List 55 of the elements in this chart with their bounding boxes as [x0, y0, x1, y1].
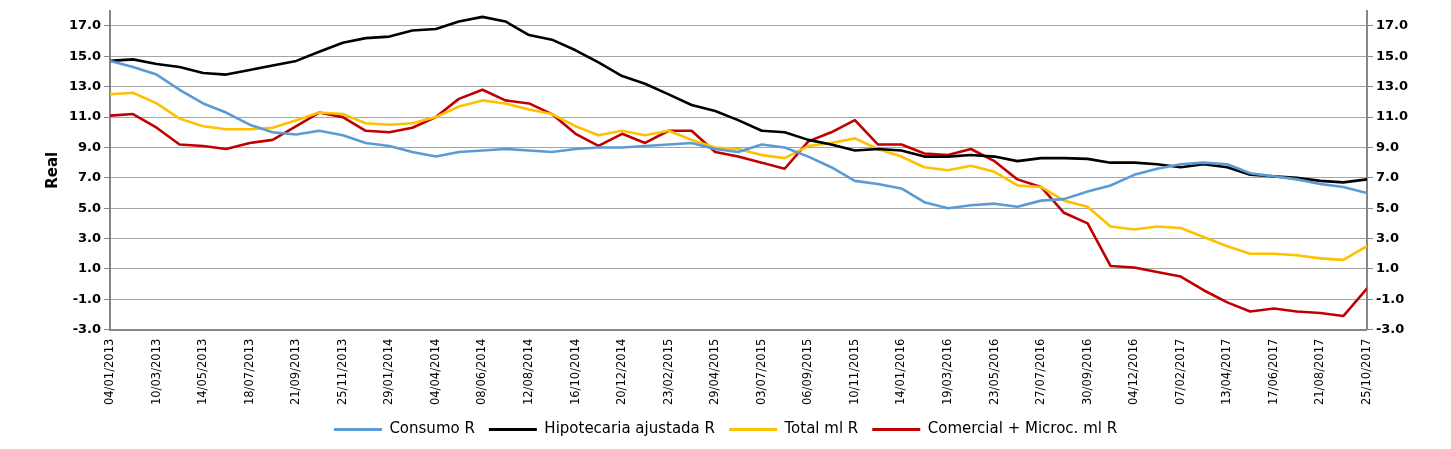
y-tick-label: 1.0 [78, 260, 102, 276]
y-axis-title: Real [42, 151, 61, 189]
x-tick-label: 16/10/2014 [567, 338, 582, 406]
x-tick-label: 04/04/2014 [427, 338, 442, 406]
y-tick-label: -1.0 [72, 290, 102, 306]
x-tick-label: 12/08/2014 [521, 338, 536, 406]
y2-tick-label: 15.0 [1375, 47, 1408, 63]
x-tick-label: 19/03/2016 [939, 338, 954, 406]
x-tick-label: 03/07/2015 [753, 338, 768, 406]
x-tick-label: 23/05/2016 [986, 338, 1001, 406]
x-tick-label: 17/06/2017 [1265, 338, 1280, 406]
legend-label: Comercial + Microc. ml R [927, 419, 1118, 438]
x-tick-label: 10/11/2015 [846, 338, 861, 406]
x-tick-label: 25/10/2017 [1358, 338, 1373, 406]
y2-tick-label: 1.0 [1375, 260, 1399, 276]
x-tick-label: 14/05/2013 [195, 338, 210, 406]
x-tick-label: 23/02/2015 [660, 338, 675, 406]
x-tick-label: 04/12/2016 [1126, 338, 1141, 406]
y-tick-label: 17.0 [69, 17, 102, 33]
y2-tick-label: 13.0 [1375, 78, 1408, 94]
y-tick-label: 5.0 [78, 199, 102, 215]
x-tick-label: 10/03/2013 [148, 338, 163, 406]
x-tick-label: 07/02/2017 [1172, 338, 1187, 406]
x-tick-label: 06/09/2015 [800, 338, 815, 406]
legend-label: Total ml R [783, 419, 859, 438]
x-tick-label: 29/04/2015 [707, 338, 722, 406]
y2-tick-label: 9.0 [1375, 138, 1399, 154]
y2-tick-label: 7.0 [1375, 169, 1399, 185]
y2-tick-label: 5.0 [1375, 199, 1399, 215]
y-tick-label: 3.0 [78, 229, 102, 245]
y-tick-label: 7.0 [78, 169, 102, 185]
legend-label: Hipotecaria ajustada R [544, 419, 716, 438]
y-tick-label: 9.0 [78, 138, 102, 154]
x-tick-label: 21/08/2017 [1312, 338, 1327, 406]
y-tick-label: -3.0 [72, 321, 102, 337]
y2-tick-label: -1.0 [1375, 290, 1405, 306]
y2-tick-label: 17.0 [1375, 17, 1408, 33]
legend-label: Consumo R [389, 419, 475, 438]
y-tick-label: 15.0 [69, 47, 102, 63]
x-tick-label: 13/04/2017 [1219, 338, 1234, 406]
x-tick-label: 04/01/2013 [102, 338, 117, 406]
y-tick-label: 11.0 [69, 108, 102, 124]
x-tick-label: 25/11/2013 [334, 338, 349, 406]
x-tick-label: 14/01/2016 [893, 338, 908, 406]
x-tick-label: 20/12/2014 [614, 338, 629, 406]
x-tick-label: 18/07/2013 [241, 338, 256, 406]
x-tick-label: 08/06/2014 [474, 338, 489, 406]
x-tick-label: 30/09/2016 [1079, 338, 1094, 406]
y-tick-label: 13.0 [69, 78, 102, 94]
x-tick-label: 29/01/2014 [381, 338, 396, 406]
y2-tick-label: -3.0 [1375, 321, 1405, 337]
y2-tick-label: 11.0 [1375, 108, 1408, 124]
x-tick-label: 27/07/2016 [1033, 338, 1048, 406]
x-tick-label: 21/09/2013 [288, 338, 303, 406]
y2-tick-label: 3.0 [1375, 229, 1399, 245]
